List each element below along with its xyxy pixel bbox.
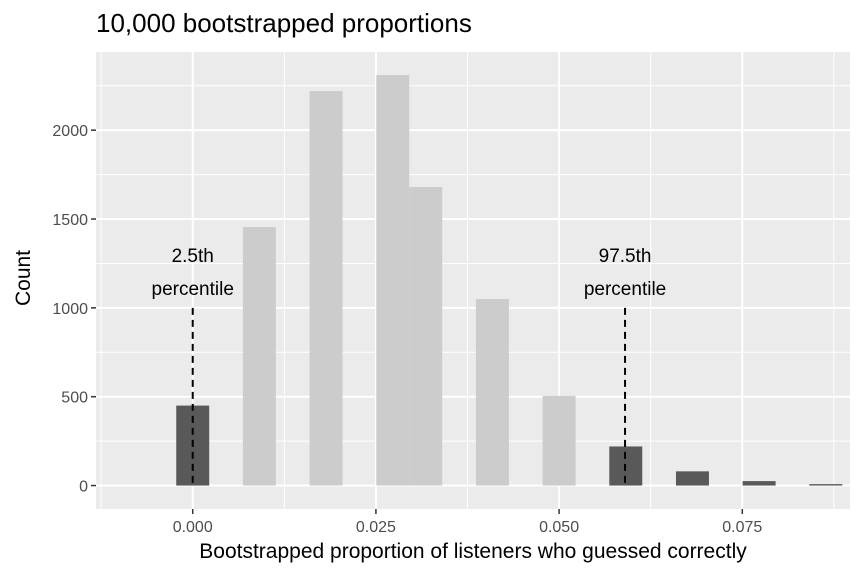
x-tick-label: 0.000 bbox=[173, 519, 213, 536]
histogram-bar bbox=[409, 187, 443, 486]
x-tick-label: 0.075 bbox=[722, 519, 762, 536]
tail-bar bbox=[809, 484, 843, 486]
percentile-label-line1: 2.5th bbox=[172, 246, 214, 267]
x-tick-label: 0.025 bbox=[356, 519, 396, 536]
percentile-label-line1: 97.5th bbox=[599, 246, 652, 267]
y-axis-title: Count bbox=[12, 250, 35, 306]
x-axis-title: Bootstrapped proportion of listeners who… bbox=[199, 540, 747, 563]
y-tick-label: 500 bbox=[61, 390, 88, 407]
y-tick-label: 1000 bbox=[52, 301, 88, 318]
histogram-bar bbox=[376, 75, 410, 486]
histogram-bar bbox=[475, 298, 509, 486]
y-axis: 0 500 1000 1500 2000 bbox=[52, 123, 96, 496]
y-tick-label: 0 bbox=[79, 479, 88, 496]
percentile-label-line2: percentile bbox=[152, 279, 234, 300]
minor-gridlines bbox=[96, 52, 850, 509]
x-tick-label: 0.050 bbox=[539, 519, 579, 536]
x-axis: 0.000 0.025 0.050 0.075 bbox=[173, 509, 762, 536]
percentile-label-line2: percentile bbox=[584, 279, 666, 300]
y-tick-label: 1500 bbox=[52, 212, 88, 229]
histogram-bar bbox=[542, 395, 576, 486]
histogram-bar bbox=[309, 91, 343, 486]
tail-bar bbox=[675, 471, 709, 486]
percentile-labels: 2.5th percentile 97.5th percentile bbox=[152, 246, 667, 300]
percentile-lines bbox=[191, 307, 627, 486]
chart-title: 10,000 bootstrapped proportions bbox=[96, 8, 472, 38]
histogram-bar bbox=[242, 227, 276, 486]
histogram-bars bbox=[176, 75, 843, 486]
tail-bar bbox=[742, 481, 776, 486]
y-tick-label: 2000 bbox=[52, 123, 88, 140]
plot-panel bbox=[96, 52, 850, 509]
